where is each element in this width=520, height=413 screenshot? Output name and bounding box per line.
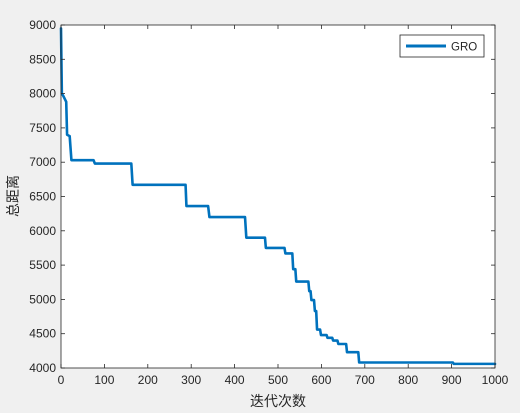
- x-axis-label: 迭代次数: [250, 393, 306, 409]
- x-tick-label: 300: [181, 373, 201, 387]
- y-axis-label: 总距离: [5, 175, 21, 217]
- y-tick-label: 9000: [29, 18, 56, 32]
- x-tick-label: 700: [355, 373, 375, 387]
- y-tick-label: 8000: [29, 87, 56, 101]
- y-tick-label: 4000: [29, 361, 56, 375]
- plot-area: [61, 25, 495, 368]
- y-tick-label: 5000: [29, 292, 56, 306]
- y-tick-label: 4500: [29, 327, 56, 341]
- x-axis-ticks: 0 100 200 300 400 500 600 700 800 900 1000: [58, 25, 509, 387]
- legend-label: GRO: [451, 42, 477, 54]
- x-tick-label: 600: [311, 373, 331, 387]
- x-tick-label: 100: [94, 373, 114, 387]
- series-line-gro: [59, 27, 497, 366]
- y-axis-ticks: 4000 4500 5000 5500 6000 6500 7000 7500 8000 8500…: [29, 18, 495, 375]
- legend: GRO: [399, 34, 485, 58]
- y-tick-label: 6500: [29, 190, 56, 204]
- y-tick-label: 6000: [29, 224, 56, 238]
- x-tick-label: 900: [442, 373, 462, 387]
- y-tick-label: 8500: [29, 52, 56, 66]
- y-tick-label: 5500: [29, 258, 56, 272]
- x-tick-label: 200: [138, 373, 158, 387]
- x-tick-label: 0: [58, 373, 65, 387]
- x-tick-label: 500: [268, 373, 288, 387]
- series-layer: [59, 27, 497, 366]
- x-tick-label: 800: [398, 373, 418, 387]
- x-tick-label: 1000: [482, 373, 509, 387]
- x-tick-label: 400: [225, 373, 245, 387]
- y-tick-label: 7500: [29, 121, 56, 135]
- y-tick-label: 7000: [29, 155, 56, 169]
